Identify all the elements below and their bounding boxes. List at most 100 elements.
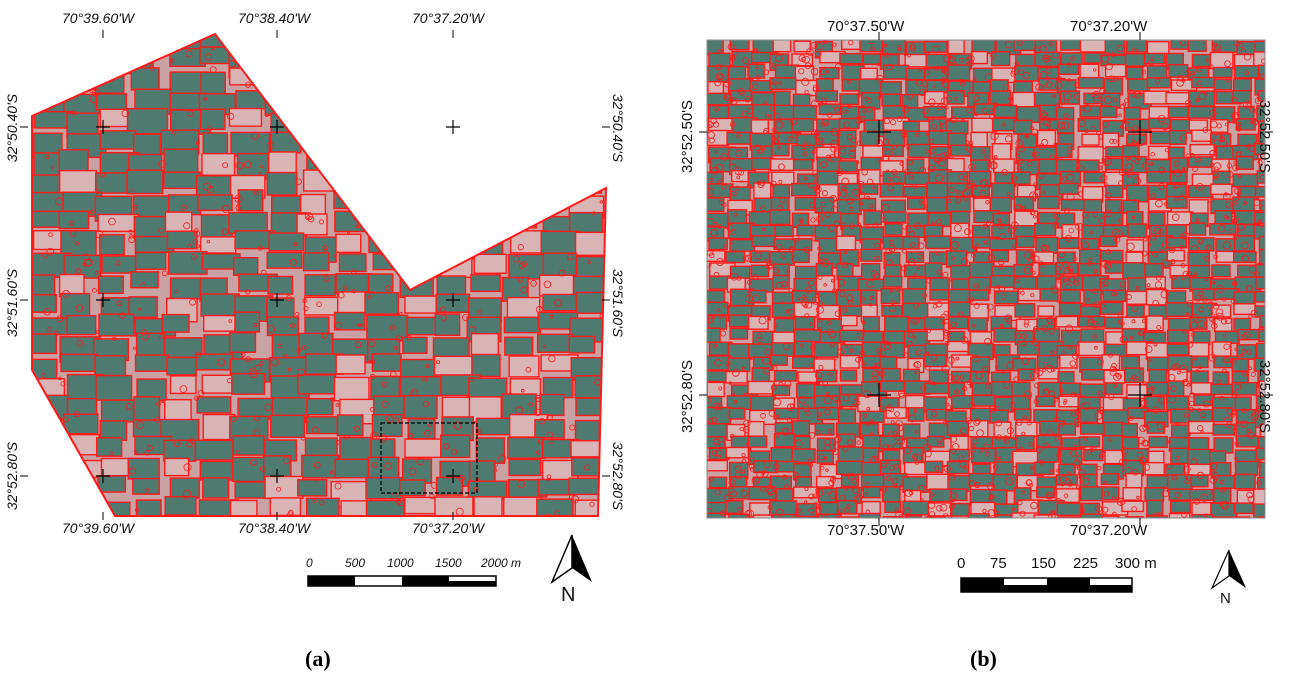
fine-segment	[1204, 513, 1209, 518]
fine-segment	[727, 43, 735, 51]
fine-segment	[129, 467, 136, 475]
field-segment	[575, 397, 606, 417]
fine-segment	[1181, 275, 1187, 281]
fine-segment	[981, 178, 989, 186]
fine-segment	[968, 402, 976, 410]
fine-segment	[815, 156, 820, 161]
fine-segment	[996, 284, 1001, 289]
field-segment	[609, 215, 642, 236]
field-segment	[1189, 143, 1215, 156]
fine-segment	[1252, 411, 1260, 419]
field-segment	[814, 422, 835, 436]
fine-segment	[1172, 275, 1178, 280]
field-segment	[1191, 76, 1217, 89]
north-arrow-left	[550, 534, 573, 585]
fine-segment	[1062, 176, 1068, 182]
fine-segment	[1194, 295, 1202, 302]
fine-segment	[235, 450, 241, 456]
fine-segment	[1103, 491, 1110, 497]
field-segment	[750, 119, 769, 135]
fine-segment	[1067, 265, 1074, 272]
fine-segment	[974, 95, 980, 102]
fine-segment	[1234, 456, 1238, 461]
fine-segment	[571, 170, 576, 175]
fine-segment	[888, 431, 894, 437]
field-segment	[575, 112, 602, 132]
fine-segment	[1195, 156, 1201, 163]
fine-segment	[729, 239, 735, 245]
fine-segment	[985, 200, 990, 205]
fine-segment	[1212, 280, 1216, 285]
fine-segment	[989, 494, 993, 499]
field-segment	[542, 252, 577, 277]
field-segment	[725, 499, 744, 514]
fine-segment	[823, 283, 827, 287]
fine-segment	[132, 204, 138, 210]
field-segment	[925, 235, 952, 250]
fine-segment	[740, 489, 748, 497]
fine-segment	[835, 168, 844, 176]
field-segment	[752, 514, 773, 518]
fine-segment	[1108, 438, 1112, 442]
fine-segment	[735, 465, 742, 472]
fine-segment	[546, 474, 552, 479]
fine-segment	[410, 391, 415, 395]
fine-segment	[1002, 122, 1006, 127]
field-segment	[135, 332, 166, 358]
fine-segment	[1058, 309, 1063, 313]
field-segment	[1036, 275, 1057, 291]
fine-segment	[408, 433, 414, 438]
fine-segment	[1076, 484, 1080, 489]
lon-label-bottom: 70°37.20'W	[412, 520, 485, 536]
fine-segment	[548, 355, 556, 363]
field-segment	[400, 169, 440, 191]
field-segment	[434, 111, 466, 133]
fine-segment	[891, 169, 898, 176]
fine-segment	[207, 125, 213, 131]
fine-segment	[296, 348, 302, 353]
fine-segment	[955, 197, 962, 204]
fine-segment	[810, 41, 818, 49]
fine-segment	[1250, 412, 1259, 421]
field-segment	[1170, 424, 1190, 439]
fine-segment	[1041, 325, 1049, 332]
fine-segment	[802, 404, 810, 412]
fine-segment	[923, 204, 928, 209]
fine-segment	[972, 194, 976, 199]
fine-segment	[1179, 181, 1185, 187]
fine-segment	[810, 217, 816, 223]
field-segment	[471, 151, 508, 174]
field-segment	[815, 90, 839, 103]
fine-segment	[827, 428, 833, 434]
fine-segment	[714, 107, 719, 112]
fine-segment	[897, 47, 902, 52]
fine-segment	[707, 218, 715, 227]
fine-segment	[1092, 288, 1099, 295]
fine-segment	[352, 34, 359, 37]
fine-segment	[413, 243, 420, 251]
fine-segment	[828, 491, 837, 499]
field-segment	[967, 317, 988, 332]
fine-segment	[802, 294, 807, 300]
fine-segment	[1082, 402, 1091, 411]
field-segment	[879, 459, 902, 475]
fine-segment	[821, 97, 828, 104]
fine-segment	[1115, 373, 1120, 378]
fine-segment	[1049, 154, 1056, 161]
fine-segment	[1209, 399, 1215, 404]
fine-segment	[1063, 493, 1069, 499]
grid-cross	[1128, 383, 1152, 407]
fine-segment	[56, 484, 62, 490]
field-segment	[468, 377, 508, 399]
fine-segment	[830, 139, 839, 148]
field-segment	[1166, 343, 1190, 356]
fine-segment	[746, 279, 752, 285]
fine-segment	[808, 462, 814, 468]
fine-segment	[1164, 148, 1169, 153]
field-segment	[1255, 342, 1265, 360]
fine-segment	[451, 448, 458, 456]
fine-segment	[1226, 216, 1230, 220]
fine-segment	[830, 342, 835, 348]
field-segment	[1017, 368, 1035, 382]
field-segment	[748, 486, 777, 501]
